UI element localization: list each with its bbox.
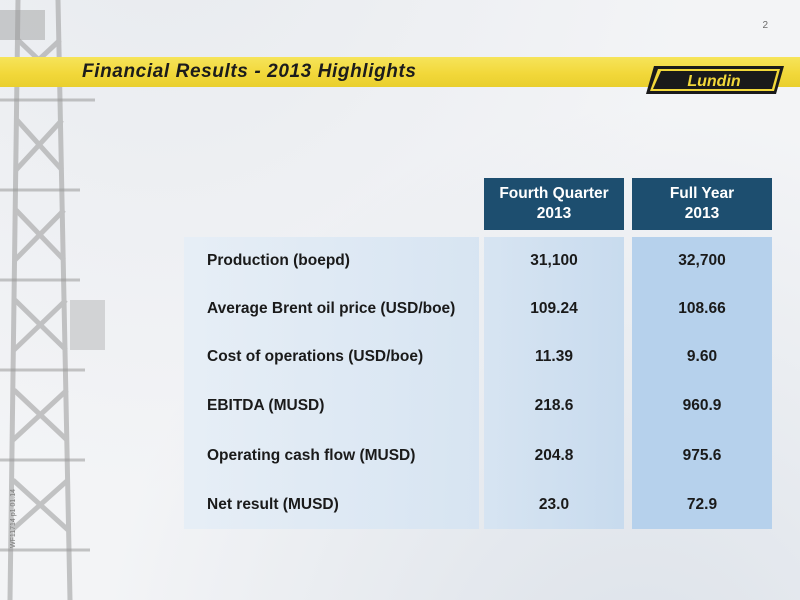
table-row: Operating cash flow (MUSD) 204.8 975.6 — [184, 432, 772, 480]
oil-rig-silhouette-icon — [0, 0, 105, 600]
logo-text: Lundin — [687, 73, 741, 90]
row-label: Operating cash flow (MUSD) — [207, 447, 416, 464]
fourth-quarter-column-panel — [484, 237, 624, 529]
table-row: Cost of operations (USD/boe) 11.39 9.60 — [184, 333, 772, 381]
row-value-fy: 72.9 — [686, 496, 718, 513]
row-value-fy: 960.9 — [682, 397, 722, 414]
row-label: EBITDA (MUSD) — [207, 397, 325, 414]
row-value-fy: 9.60 — [686, 348, 718, 365]
header-fourth-quarter-label: Fourth Quarter 2013 — [499, 185, 609, 222]
row-label: Net result (MUSD) — [207, 496, 339, 513]
row-label: Average Brent oil price (USD/boe) — [207, 300, 456, 317]
table-row: Production (boepd) 31,100 32,700 — [184, 237, 772, 285]
table-row: EBITDA (MUSD) 218.6 960.9 — [184, 382, 772, 430]
header-full-year: Full Year 2013 — [632, 178, 772, 230]
lundin-logo: Lundin — [646, 66, 784, 94]
row-value-q4: 204.8 — [534, 447, 574, 464]
slide-title: Financial Results - 2013 Highlights — [82, 61, 417, 82]
row-label: Production (boepd) — [207, 252, 350, 269]
row-value-q4: 11.39 — [535, 348, 573, 365]
header-fourth-quarter: Fourth Quarter 2013 — [484, 178, 624, 230]
page-number: 2 — [762, 20, 768, 31]
row-value-q4: 23.0 — [538, 496, 570, 513]
label-column-panel — [184, 237, 479, 529]
table-row: Average Brent oil price (USD/boe) 109.24… — [184, 285, 772, 333]
full-year-column-panel — [632, 237, 772, 529]
header-full-year-label: Full Year 2013 — [669, 185, 735, 222]
row-value-fy: 975.6 — [682, 447, 722, 464]
row-value-fy: 108.66 — [678, 300, 726, 317]
row-value-q4: 31,100 — [530, 252, 578, 269]
row-value-q4: 218.6 — [534, 397, 574, 414]
row-value-fy: 32,700 — [678, 252, 726, 269]
row-label: Cost of operations (USD/boe) — [207, 348, 424, 365]
table-row: Net result (MUSD) 23.0 72.9 — [184, 481, 772, 529]
row-value-q4: 109.24 — [530, 300, 578, 317]
lundin-logo-icon: Lundin — [646, 66, 784, 94]
document-code: WF11714 p1 01.14 — [10, 488, 17, 548]
